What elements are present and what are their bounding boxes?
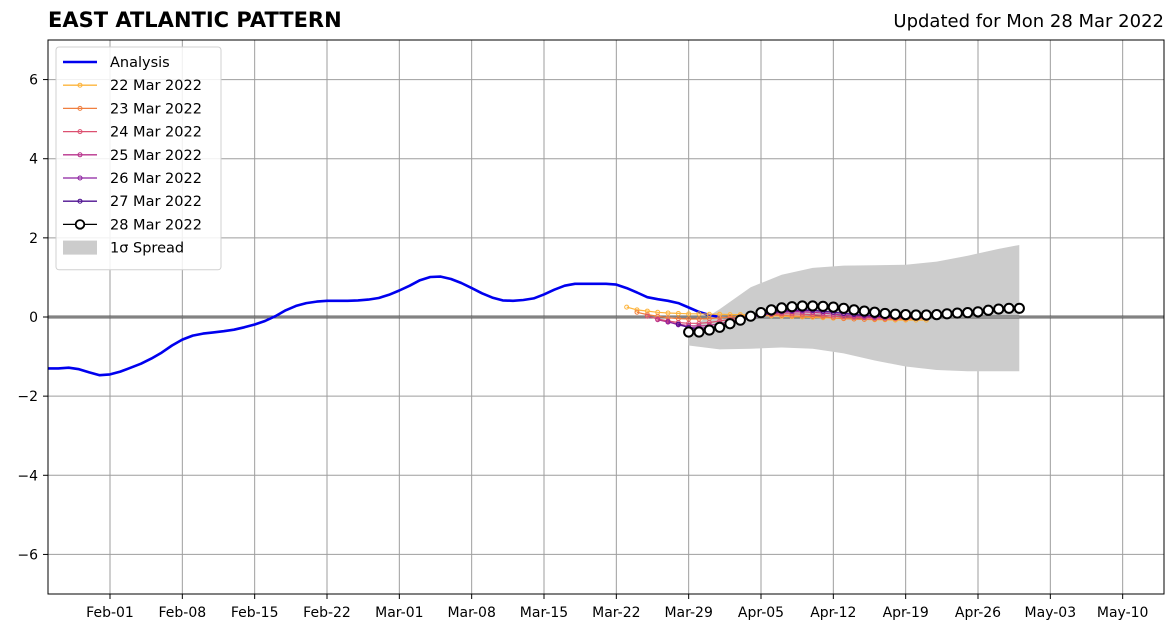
point-25-mar-2022-0 (655, 317, 661, 323)
point-28-mar-2022-14 (827, 301, 839, 313)
x-tick-label: Feb-15 (231, 605, 279, 621)
x-tick-label: May-10 (1097, 605, 1149, 621)
point-28-mar-2022-16 (848, 304, 860, 316)
point-28-mar-2022-31 (1003, 302, 1015, 314)
legend-swatch-marker (77, 105, 83, 111)
legend-swatch-marker (77, 82, 83, 88)
series-layer (48, 275, 1025, 377)
legend-entry-label: Analysis (110, 55, 170, 71)
x-tick-label: Apr-05 (738, 605, 784, 621)
x-tick-label: Mar-29 (664, 605, 712, 621)
point-28-mar-2022-6 (745, 310, 757, 322)
point-24-mar-2022-0 (644, 313, 650, 319)
point-28-mar-2022-30 (993, 303, 1005, 315)
legend-swatch-spread (63, 240, 97, 255)
point-27-mar-2022-0 (675, 321, 681, 327)
legend-swatch-marker (77, 198, 83, 204)
legend-swatch-marker (77, 129, 83, 135)
x-tick-label: Apr-19 (883, 605, 929, 621)
y-tick-label: −2 (17, 389, 38, 405)
point-28-mar-2022-19 (879, 307, 891, 320)
point-28-mar-2022-15 (838, 302, 850, 314)
point-28-mar-2022-12 (807, 300, 819, 312)
point-28-mar-2022-4 (724, 318, 736, 330)
legend-entry-label: 26 Mar 2022 (110, 171, 202, 187)
x-tick-label: Apr-26 (955, 605, 1001, 621)
point-28-mar-2022-2 (703, 324, 715, 336)
legend-box (55, 46, 222, 271)
point-28-mar-2022-24 (931, 309, 943, 321)
point-28-mar-2022-26 (951, 307, 963, 319)
point-22-mar-2022-0 (624, 304, 630, 310)
chart-title: EAST ATLANTIC PATTERN (48, 8, 342, 32)
x-tick-label: Mar-15 (520, 605, 568, 621)
point-28-mar-2022-7 (755, 307, 767, 319)
legend-entry-label: 23 Mar 2022 (110, 101, 202, 117)
point-28-mar-2022-23 (920, 309, 932, 321)
legend-swatch-marker (74, 219, 86, 230)
y-tick-label: −6 (17, 547, 38, 563)
point-22-mar-2022-6 (686, 311, 692, 317)
point-28-mar-2022-29 (982, 304, 994, 316)
legend-entry-label: 22 Mar 2022 (110, 78, 202, 94)
grid (48, 40, 1164, 594)
point-28-mar-2022-17 (858, 305, 870, 317)
legend-entry-label: 27 Mar 2022 (110, 194, 202, 210)
point-28-mar-2022-1 (693, 326, 705, 338)
point-24-mar-2022-5 (696, 320, 702, 326)
point-22-mar-2022-4 (665, 310, 671, 316)
point-28-mar-2022-3 (714, 321, 726, 333)
point-22-mar-2022-5 (675, 310, 681, 316)
legend: Analysis 22 Mar 2022 23 Mar 2022 24 Mar 202… (55, 46, 222, 271)
y-tick-label: 2 (29, 231, 38, 247)
point-23-mar-2022-8 (717, 315, 723, 321)
x-tick-label: Mar-22 (592, 605, 640, 621)
x-tick-label: Mar-01 (375, 605, 423, 621)
point-28-mar-2022-32 (1013, 302, 1025, 314)
point-28-mar-2022-8 (765, 304, 777, 316)
y-tick-label: 4 (29, 152, 38, 168)
point-28-mar-2022-10 (786, 301, 798, 313)
point-28-mar-2022-5 (734, 314, 746, 326)
point-28-mar-2022-27 (962, 307, 974, 319)
series-analysis-line (48, 275, 720, 377)
point-28-mar-2022-20 (889, 308, 901, 320)
point-26-mar-2022-0 (665, 319, 671, 325)
y-tick-label: −4 (17, 468, 38, 484)
point-22-mar-2022-7 (696, 311, 702, 317)
legend-entry-label: 1σ Spread (110, 241, 184, 257)
axes: Feb-01 Feb-08 Feb-15 Feb-22 Mar-01 Mar-08 Mar-… (17, 39, 1165, 621)
point-28-mar-2022-22 (910, 309, 922, 321)
point-22-mar-2022-1 (634, 307, 640, 313)
x-tick-label: Feb-08 (159, 605, 207, 621)
point-28-mar-2022-13 (817, 300, 829, 312)
point-28-mar-2022-11 (796, 300, 808, 312)
point-28-mar-2022-9 (776, 302, 788, 314)
x-tick-label: May-03 (1025, 605, 1077, 621)
y-tick-label: 6 (29, 73, 38, 89)
point-28-mar-2022-0 (683, 326, 695, 338)
update-date: Updated for Mon 28 Mar 2022 (893, 11, 1164, 32)
legend-swatch-marker (77, 175, 83, 181)
point-23-mar-2022-0 (634, 309, 640, 315)
y-tick-label: 0 (29, 310, 38, 326)
point-28-mar-2022-25 (941, 308, 953, 320)
x-tick-label: Mar-08 (447, 605, 495, 621)
legend-entry-label: 25 Mar 2022 (110, 148, 202, 164)
point-28-mar-2022-28 (972, 306, 984, 318)
x-tick-label: Apr-12 (810, 605, 856, 621)
x-tick-label: Feb-01 (86, 605, 134, 621)
legend-entry-label: 24 Mar 2022 (110, 125, 202, 141)
legend-swatch-marker (77, 152, 83, 158)
legend-entry-label: 28 Mar 2022 (110, 217, 202, 233)
point-28-mar-2022-18 (869, 306, 881, 318)
point-28-mar-2022-21 (900, 309, 912, 321)
x-tick-label: Feb-22 (303, 605, 351, 621)
